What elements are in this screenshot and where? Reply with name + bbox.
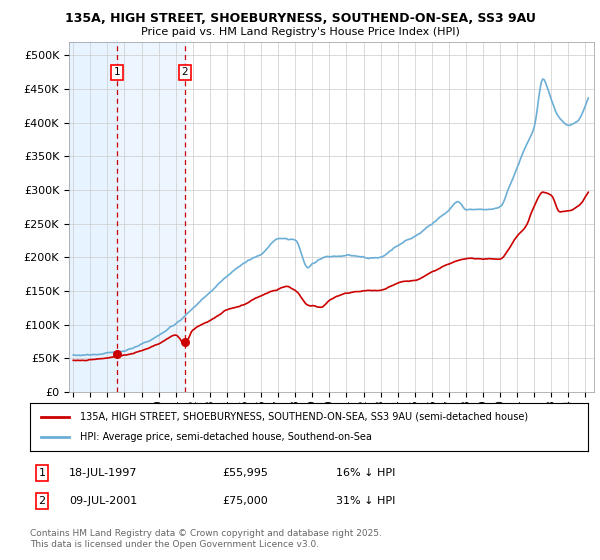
- Bar: [69, 42, 116, 392]
- Text: HPI: Average price, semi-detached house, Southend-on-Sea: HPI: Average price, semi-detached house,…: [80, 432, 372, 442]
- Text: 09-JUL-2001: 09-JUL-2001: [69, 496, 137, 506]
- Text: £55,995: £55,995: [222, 468, 268, 478]
- Text: 16% ↓ HPI: 16% ↓ HPI: [336, 468, 395, 478]
- Text: 18-JUL-1997: 18-JUL-1997: [69, 468, 137, 478]
- Text: £75,000: £75,000: [222, 496, 268, 506]
- Text: Price paid vs. HM Land Registry's House Price Index (HPI): Price paid vs. HM Land Registry's House …: [140, 27, 460, 37]
- Text: 135A, HIGH STREET, SHOEBURYNESS, SOUTHEND-ON-SEA, SS3 9AU (semi-detached house): 135A, HIGH STREET, SHOEBURYNESS, SOUTHEN…: [80, 412, 529, 422]
- Text: 2: 2: [181, 67, 188, 77]
- Text: 135A, HIGH STREET, SHOEBURYNESS, SOUTHEND-ON-SEA, SS3 9AU: 135A, HIGH STREET, SHOEBURYNESS, SOUTHEN…: [65, 12, 535, 25]
- Text: 1: 1: [38, 468, 46, 478]
- Bar: [116, 42, 185, 392]
- Text: 2: 2: [38, 496, 46, 506]
- Point: [180, 337, 190, 346]
- Text: Contains HM Land Registry data © Crown copyright and database right 2025.
This d: Contains HM Land Registry data © Crown c…: [30, 529, 382, 549]
- Point: [112, 350, 121, 359]
- Text: 1: 1: [113, 67, 120, 77]
- Text: 31% ↓ HPI: 31% ↓ HPI: [336, 496, 395, 506]
